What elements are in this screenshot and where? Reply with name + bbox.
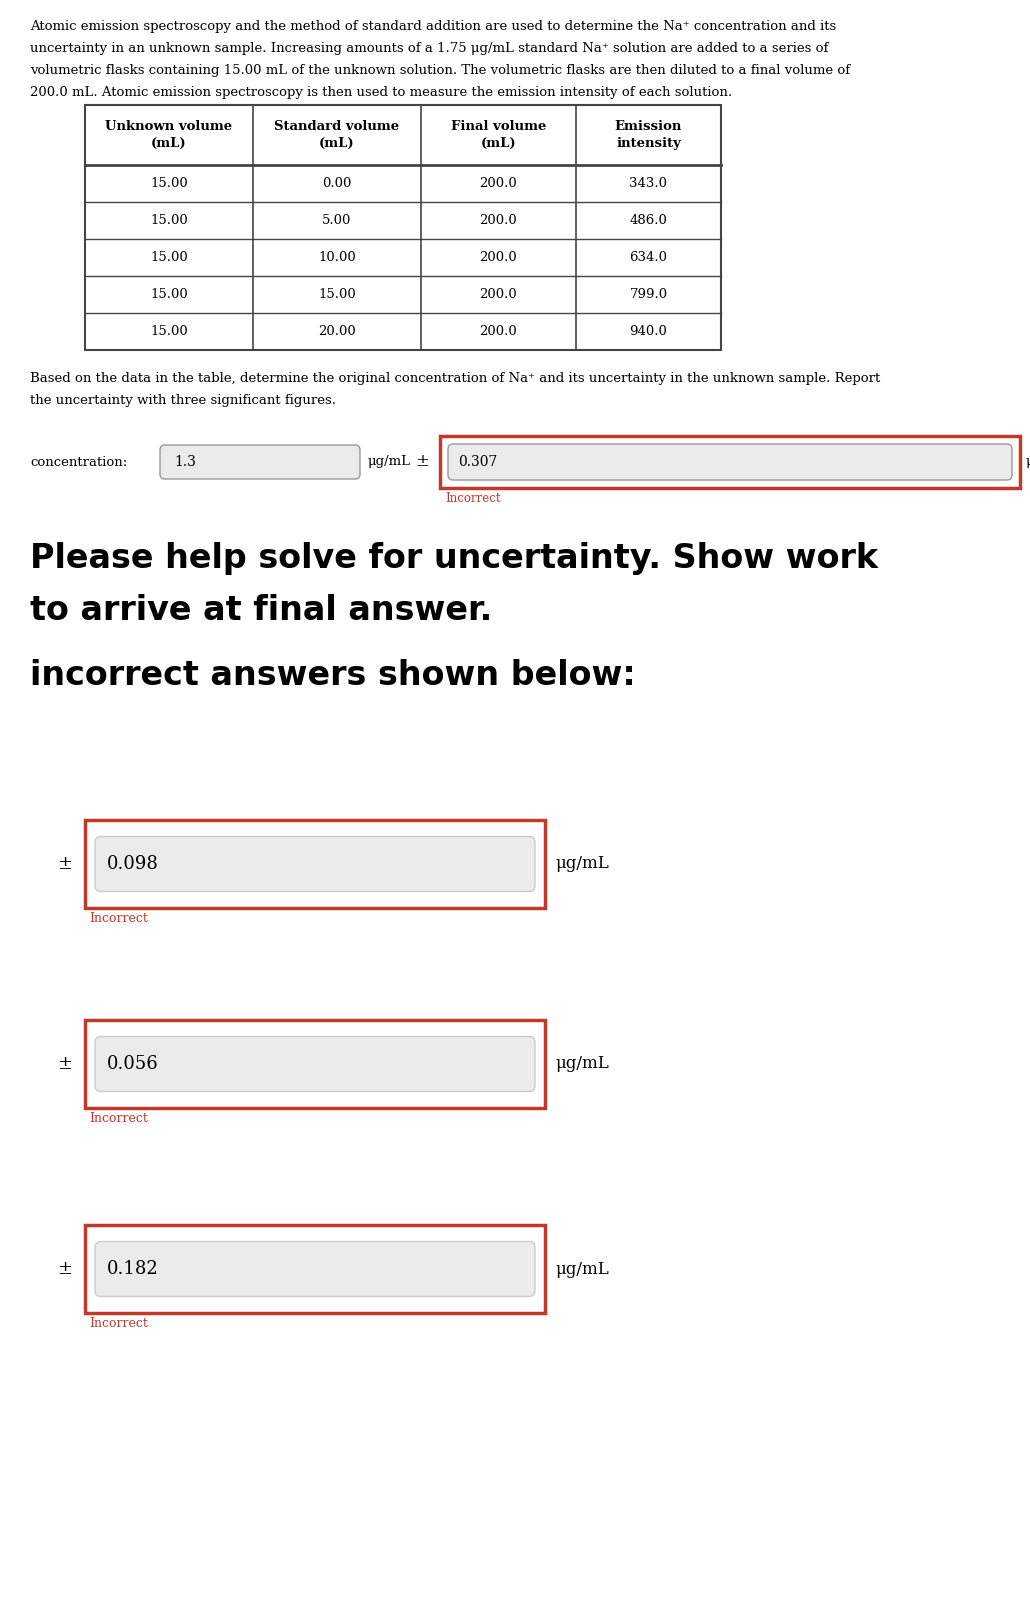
Text: Unknown volume
(mL): Unknown volume (mL) <box>105 120 233 149</box>
Text: 5.00: 5.00 <box>322 213 351 226</box>
Text: ±: ± <box>58 855 72 873</box>
Text: 0.307: 0.307 <box>458 454 497 469</box>
Text: μg/mL: μg/mL <box>555 1056 609 1072</box>
FancyBboxPatch shape <box>95 1037 535 1091</box>
Text: 200.0: 200.0 <box>480 177 517 189</box>
FancyBboxPatch shape <box>448 445 1012 480</box>
Text: Emission
intensity: Emission intensity <box>615 120 682 149</box>
Text: 200.0: 200.0 <box>480 324 517 339</box>
Text: 0.098: 0.098 <box>107 855 159 873</box>
Text: 634.0: 634.0 <box>629 250 667 263</box>
Text: uncertainty in an unknown sample. Increasing amounts of a 1.75 μg/mL standard Na: uncertainty in an unknown sample. Increa… <box>30 42 828 55</box>
FancyBboxPatch shape <box>95 1242 535 1297</box>
Text: Incorrect: Incorrect <box>445 493 501 506</box>
Text: 486.0: 486.0 <box>629 213 667 226</box>
Text: Incorrect: Incorrect <box>89 1318 148 1331</box>
Text: concentration:: concentration: <box>30 456 128 469</box>
Text: to arrive at final answer.: to arrive at final answer. <box>30 594 492 628</box>
Text: 10.00: 10.00 <box>318 250 356 263</box>
FancyBboxPatch shape <box>440 437 1020 488</box>
Text: 15.00: 15.00 <box>150 250 187 263</box>
Text: Based on the data in the table, determine the original concentration of Na⁺ and : Based on the data in the table, determin… <box>30 372 881 385</box>
Text: 0.182: 0.182 <box>107 1260 159 1278</box>
Text: 200.0: 200.0 <box>480 250 517 263</box>
FancyBboxPatch shape <box>85 1225 545 1313</box>
Text: μg/mL: μg/mL <box>555 855 609 873</box>
Text: ±: ± <box>58 1260 72 1278</box>
Text: 15.00: 15.00 <box>150 287 187 302</box>
FancyBboxPatch shape <box>95 836 535 891</box>
Text: 940.0: 940.0 <box>629 324 667 339</box>
Text: 200.0: 200.0 <box>480 287 517 302</box>
FancyBboxPatch shape <box>85 1021 545 1107</box>
Text: volumetric flasks containing 15.00 mL of the unknown solution. The volumetric fl: volumetric flasks containing 15.00 mL of… <box>30 64 850 77</box>
Text: μg/mL: μg/mL <box>555 1260 609 1278</box>
Text: 15.00: 15.00 <box>150 213 187 226</box>
Text: Incorrect: Incorrect <box>89 912 148 924</box>
Text: 0.00: 0.00 <box>322 177 351 189</box>
Text: Final volume
(mL): Final volume (mL) <box>451 120 546 149</box>
Text: 15.00: 15.00 <box>318 287 356 302</box>
Text: Incorrect: Incorrect <box>89 1112 148 1125</box>
FancyBboxPatch shape <box>85 820 545 908</box>
Text: Please help solve for uncertainty. Show work: Please help solve for uncertainty. Show … <box>30 542 878 575</box>
Text: ±: ± <box>415 454 428 470</box>
Text: 20.00: 20.00 <box>318 324 356 339</box>
Text: μg/mL: μg/mL <box>368 456 411 469</box>
Text: 1.3: 1.3 <box>174 454 196 469</box>
Text: Atomic emission spectroscopy and the method of standard addition are used to det: Atomic emission spectroscopy and the met… <box>30 19 836 34</box>
Text: 15.00: 15.00 <box>150 177 187 189</box>
Text: incorrect answers shown below:: incorrect answers shown below: <box>30 660 636 692</box>
Text: 343.0: 343.0 <box>629 177 667 189</box>
Text: ±: ± <box>58 1054 72 1074</box>
Text: 200.0 mL. Atomic emission spectroscopy is then used to measure the emission inte: 200.0 mL. Atomic emission spectroscopy i… <box>30 87 732 100</box>
Text: 799.0: 799.0 <box>629 287 667 302</box>
FancyBboxPatch shape <box>85 104 721 350</box>
Text: the uncertainty with three significant figures.: the uncertainty with three significant f… <box>30 393 336 408</box>
Text: μg/mL: μg/mL <box>1026 456 1030 469</box>
FancyBboxPatch shape <box>160 445 360 478</box>
Text: 15.00: 15.00 <box>150 324 187 339</box>
Text: 0.056: 0.056 <box>107 1054 159 1074</box>
Text: 200.0: 200.0 <box>480 213 517 226</box>
Text: Standard volume
(mL): Standard volume (mL) <box>274 120 400 149</box>
